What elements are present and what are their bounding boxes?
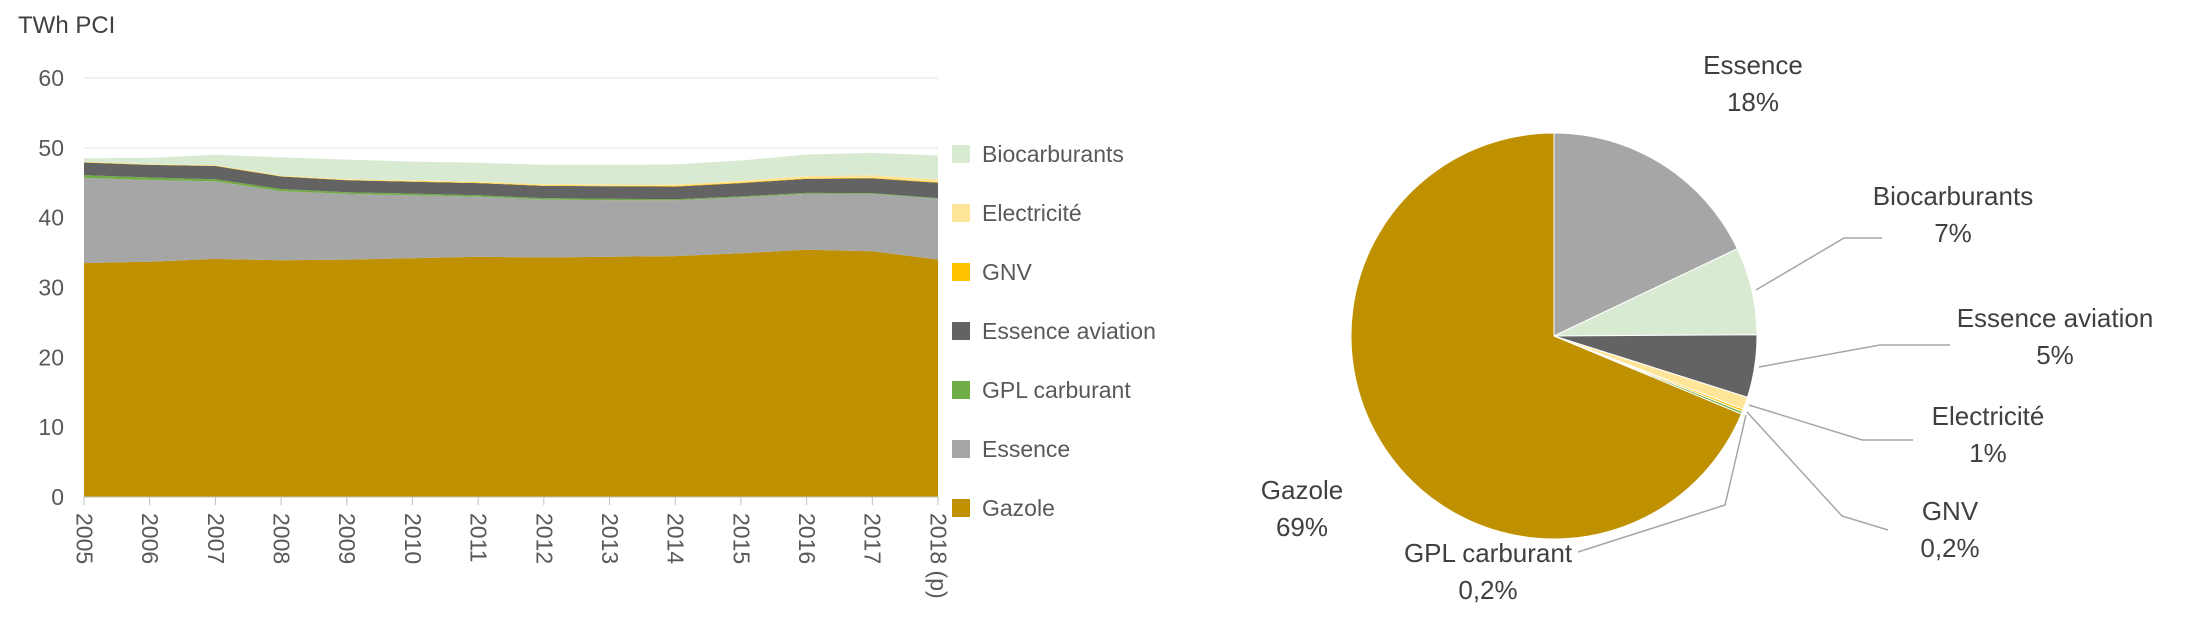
- leader-line-gnv: [1746, 411, 1889, 531]
- leader-line-essence-aviation: [1758, 344, 1950, 368]
- x-tick-label: 2014: [663, 513, 689, 564]
- pie-label-biocarburants: Biocarburants 7%: [1873, 181, 2033, 248]
- legend-item-essence-aviation: Essence aviation: [952, 319, 1156, 343]
- legend-label: Biocarburants: [982, 141, 1124, 167]
- legend-item-gnv: GNV: [952, 260, 1156, 284]
- pie-label-text: GNV: [1922, 496, 1979, 526]
- pie-label-gazole: Gazole 69%: [1261, 475, 1343, 542]
- y-tick-label: 0: [51, 484, 64, 510]
- legend-item-gazole: Gazole: [952, 496, 1156, 520]
- legend-item-essence: Essence: [952, 437, 1156, 461]
- y-tick-label: 30: [38, 275, 64, 301]
- x-tick-label: 2015: [728, 513, 754, 564]
- pie-slice-essence: [1553, 132, 1738, 337]
- legend-swatch-essence-aviation: [952, 322, 970, 340]
- pie-label-value: 69%: [1276, 512, 1328, 542]
- legend-swatch-electricite: [952, 204, 970, 222]
- x-tick-label: 2012: [531, 513, 557, 564]
- pie-label-value: 1%: [1969, 438, 2007, 468]
- pie-slice-gazole: [1350, 132, 1743, 540]
- pie-label-value: 0,2%: [1458, 575, 1517, 605]
- pie-label-value: 5%: [2036, 340, 2074, 370]
- y-tick-label: 50: [38, 135, 64, 161]
- y-tick-label: 60: [38, 65, 64, 91]
- legend-label: Essence: [982, 436, 1071, 462]
- pie-label-value: 7%: [1934, 218, 1972, 248]
- pie-label-text: Gazole: [1261, 475, 1343, 505]
- legend-swatch-gnv: [952, 263, 970, 281]
- area-series-essence-aviation: [84, 162, 938, 200]
- pie-label-essence: Essence 18%: [1703, 50, 1803, 117]
- pie-label-value: 18%: [1727, 87, 1779, 117]
- pie-chart: Essence 18% Biocarburants 7% Essence aviatio…: [1261, 50, 2154, 605]
- x-tick-label: 2007: [203, 513, 229, 564]
- x-tick-label: 2017: [860, 513, 886, 564]
- pie-label-text: GPL carburant: [1404, 538, 1573, 568]
- legend-swatch-gpl-carburant: [952, 381, 970, 399]
- pie-label-gpl-carburant: GPL carburant 0,2%: [1404, 538, 1573, 605]
- leader-line-electricite: [1748, 404, 1913, 441]
- pie-label-electricite: Electricité 1%: [1932, 401, 2045, 468]
- leader-line-biocarburants: [1755, 237, 1882, 291]
- x-tick-label: 2006: [137, 513, 163, 564]
- area-chart-legend: Biocarburants Electricité GNV Essence aviat…: [952, 142, 1156, 520]
- pie-label-essence-aviation: Essence aviation 5%: [1957, 303, 2154, 370]
- area-series-biocarburants: [84, 152, 938, 185]
- pie-label-text: Electricité: [1932, 401, 2045, 431]
- x-tick-label: 2010: [400, 513, 426, 564]
- area-series-essence: [84, 177, 938, 264]
- x-tick-label: 2011: [466, 513, 492, 562]
- legend-label: Essence aviation: [982, 318, 1156, 344]
- legend-item-electricite: Electricité: [952, 201, 1156, 225]
- y-tick-label: 40: [38, 205, 64, 231]
- pie-label-value: 0,2%: [1920, 533, 1979, 563]
- x-tick-label: 2005: [71, 513, 97, 564]
- pie-label-text: Essence: [1703, 50, 1803, 80]
- area-series-gazole: [84, 249, 938, 497]
- pie-label-text: Essence aviation: [1957, 303, 2154, 333]
- pie-label-text: Biocarburants: [1873, 181, 2033, 211]
- x-tick-label: 2018 (p): [925, 513, 951, 599]
- y-tick-label: 10: [38, 414, 64, 440]
- y-axis-title: TWh PCI: [18, 12, 116, 39]
- leader-line-gpl-carburant: [1577, 414, 1747, 553]
- x-tick-label: 2008: [268, 513, 294, 564]
- legend-item-biocarburants: Biocarburants: [952, 142, 1156, 166]
- area-chart: 0 10 20 30 40 50 60 2005 2006 2007 2008 2009 2010 201…: [38, 65, 951, 599]
- legend-swatch-essence: [952, 440, 970, 458]
- legend-swatch-gazole: [952, 499, 970, 517]
- legend-label: Gazole: [982, 495, 1055, 521]
- x-tick-label: 2013: [597, 513, 623, 564]
- legend-label: GPL carburant: [982, 377, 1131, 403]
- x-tick-label: 2016: [794, 513, 820, 564]
- legend-swatch-biocarburants: [952, 145, 970, 163]
- pie-label-gnv: GNV 0,2%: [1920, 496, 1979, 563]
- legend-label: GNV: [982, 259, 1032, 285]
- legend-label: Electricité: [982, 200, 1082, 226]
- legend-item-gpl-carburant: GPL carburant: [952, 378, 1156, 402]
- x-tick-label: 2009: [334, 513, 360, 564]
- y-tick-label: 20: [38, 344, 64, 370]
